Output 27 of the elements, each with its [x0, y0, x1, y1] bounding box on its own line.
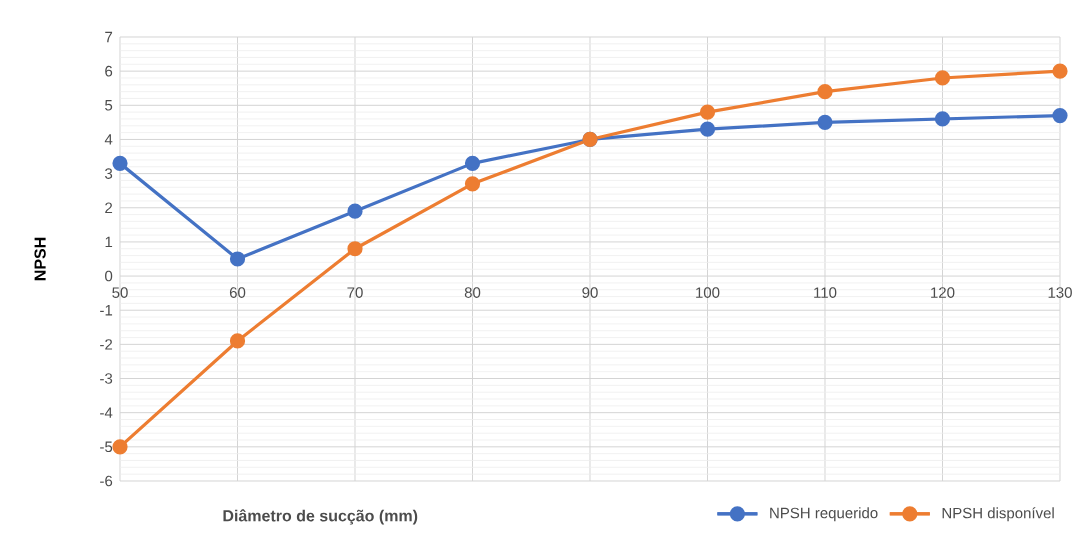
x-tick-label: 120	[931, 287, 955, 298]
x-tick-label: 70	[347, 287, 363, 298]
y-tick-label: 7	[105, 31, 113, 43]
y-tick-label: 2	[105, 202, 113, 213]
y-axis-title: NPSH	[34, 237, 46, 281]
x-tick-label: 80	[464, 287, 481, 298]
y-tick-label: -6	[100, 475, 113, 487]
x-tick-label: 130	[1048, 287, 1072, 298]
y-tick-label: -1	[100, 305, 113, 316]
legend-label: NPSH disponível	[942, 507, 1054, 522]
y-tick-label: 3	[105, 168, 113, 179]
x-tick-label: 50	[112, 287, 128, 298]
x-tick-label: 60	[229, 287, 246, 298]
y-tick-label: 5	[105, 100, 113, 111]
y-tick-label: -2	[100, 339, 113, 350]
x-tick-label: 110	[814, 287, 837, 298]
x-axis-title: Diâmetro de sucção (mm)	[223, 509, 418, 525]
y-tick-label: 0	[105, 270, 113, 282]
y-tick-label: -5	[100, 441, 113, 453]
y-tick-label: -3	[100, 373, 113, 384]
y-tick-label: 4	[104, 134, 113, 145]
y-tick-label: -4	[100, 407, 113, 418]
legend-label: NPSH requerido	[770, 507, 878, 522]
x-tick-label: 100	[696, 287, 720, 298]
x-tick-label: 90	[582, 287, 598, 298]
y-tick-label: 1	[105, 236, 113, 248]
y-tick-label: 6	[105, 65, 113, 77]
